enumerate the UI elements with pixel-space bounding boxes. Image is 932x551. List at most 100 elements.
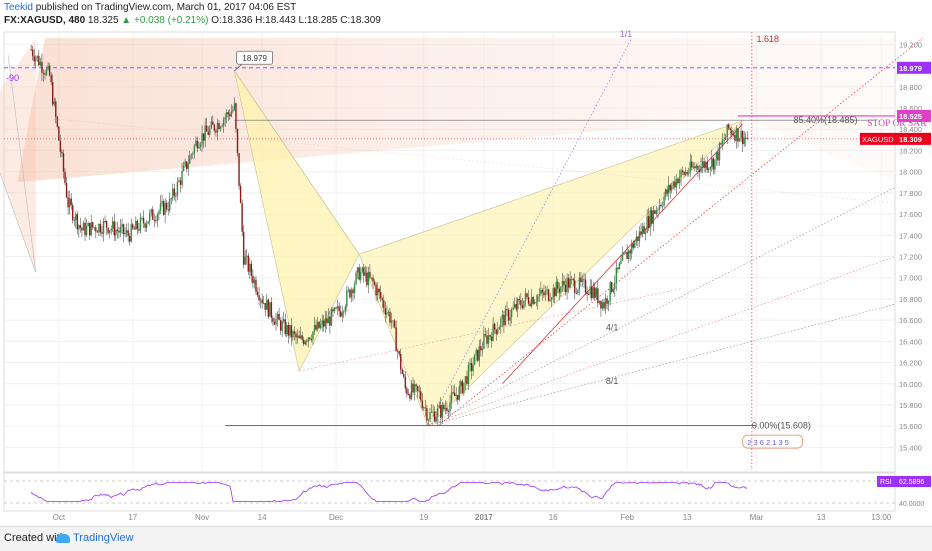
candle-body	[246, 255, 248, 257]
gann-line-red	[428, 256, 896, 426]
bottom-numbers-box	[742, 434, 803, 449]
candle-body	[547, 289, 550, 301]
candle-body	[283, 319, 285, 322]
candle	[383, 294, 385, 313]
candle	[30, 44, 32, 51]
candle-body	[42, 72, 45, 74]
candle	[350, 287, 353, 303]
candle	[333, 306, 336, 314]
tradingview-logo[interactable]: TradingView	[56, 532, 134, 544]
candle-body	[38, 55, 40, 66]
author-link[interactable]: Teekid	[4, 2, 33, 13]
candle	[329, 311, 331, 334]
y-tick-label: 18.800	[899, 83, 922, 92]
y-tick-label: 15.800	[899, 401, 922, 410]
candle-body	[504, 309, 507, 326]
candle-body	[235, 103, 237, 129]
candle	[156, 212, 159, 228]
candle	[503, 310, 505, 334]
candle	[209, 125, 211, 138]
candle-body	[139, 217, 142, 231]
candle	[600, 300, 602, 317]
candle-body	[178, 180, 180, 182]
candle	[313, 316, 316, 336]
candle	[356, 266, 359, 280]
candle-body	[453, 392, 456, 396]
candle-body	[386, 312, 388, 315]
candle	[655, 205, 658, 217]
candle-body	[489, 335, 491, 337]
candle-body	[587, 294, 590, 296]
candle-body	[115, 229, 117, 236]
candle-body	[119, 226, 122, 233]
candle	[453, 384, 456, 397]
candle-body	[370, 277, 373, 279]
candle-body	[440, 405, 442, 418]
candle-body	[492, 323, 494, 341]
candle-body	[87, 222, 89, 227]
candle-body	[404, 376, 407, 389]
candle-body	[367, 272, 370, 286]
candle	[584, 274, 587, 295]
candle-body	[312, 331, 314, 340]
candle-body	[207, 131, 209, 135]
candle	[444, 400, 447, 415]
candle	[167, 201, 169, 216]
candle-body	[56, 116, 59, 127]
candle	[446, 401, 448, 415]
candle	[558, 282, 561, 301]
candle-body	[159, 203, 162, 212]
candle	[187, 155, 189, 176]
candle	[586, 286, 588, 302]
candle-body	[566, 277, 568, 293]
candle-body	[327, 316, 330, 324]
y-tick-label: 16.600	[899, 316, 922, 325]
candle	[732, 130, 735, 137]
candle	[567, 274, 570, 294]
candle-body	[521, 305, 524, 308]
pattern-line-xb	[234, 70, 360, 255]
candle	[150, 208, 152, 217]
candle	[498, 325, 500, 330]
candle	[708, 167, 710, 173]
candle	[463, 382, 465, 397]
candle-body	[392, 320, 394, 322]
candle	[95, 224, 97, 239]
candle	[258, 286, 260, 306]
candle	[310, 334, 313, 343]
candle	[76, 211, 79, 235]
candle-body	[424, 407, 427, 409]
candle	[606, 295, 608, 310]
candle-body	[259, 299, 262, 301]
candle	[644, 228, 647, 241]
candle-body	[718, 143, 721, 161]
candle-body	[33, 56, 35, 62]
candle	[130, 218, 132, 243]
candle	[64, 167, 66, 186]
price-chart[interactable]: 18.979 -90 1.618 1/1 4/1 8/1 85.40%(18.485) STO…	[0, 28, 932, 526]
candle-body	[323, 320, 325, 327]
candle-body	[401, 369, 403, 374]
candle	[273, 317, 276, 325]
candle-body	[518, 299, 521, 301]
candle	[367, 266, 370, 294]
candle-body	[473, 354, 476, 365]
candle	[53, 97, 55, 107]
candle-body	[444, 408, 447, 410]
candle	[518, 295, 521, 305]
candle-body	[416, 386, 419, 391]
candle	[555, 276, 557, 297]
candle	[523, 300, 525, 310]
candle-body	[654, 210, 656, 214]
candle-body	[578, 277, 581, 291]
candle	[549, 292, 551, 302]
candle	[289, 325, 291, 339]
publish-text: published on TradingView.com, March 01, …	[35, 2, 297, 13]
candle-body	[632, 243, 634, 248]
candle-body	[483, 334, 485, 349]
candle	[212, 115, 214, 125]
candle	[261, 293, 263, 309]
candle	[221, 123, 223, 128]
candle	[632, 240, 634, 251]
candle	[652, 205, 654, 232]
